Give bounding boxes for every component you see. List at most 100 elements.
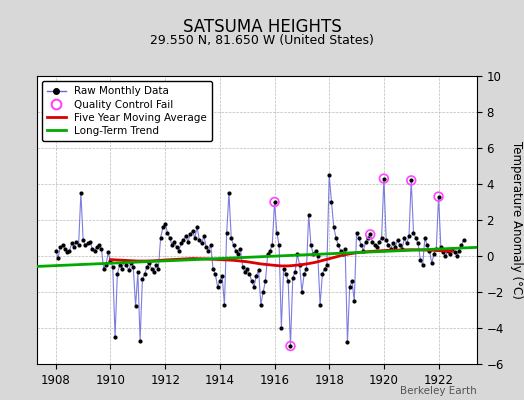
Point (446, 251, 454, 258)
Point (402, 240, 411, 246)
Point (195, 237, 203, 243)
Point (209, 266, 217, 272)
Point (147, 266, 156, 272)
Point (218, 273, 226, 279)
Point (143, 264, 151, 270)
Point (108, 264, 117, 270)
Point (68, 240, 76, 246)
Point (264, 251, 272, 258)
Point (291, 269, 299, 275)
Point (328, 199, 336, 205)
Point (216, 278, 224, 284)
Point (334, 242, 343, 248)
Point (113, 271, 122, 277)
Point (293, 251, 301, 258)
Point (391, 244, 399, 250)
Point (95, 242, 103, 248)
Point (430, 251, 438, 258)
Point (302, 266, 311, 272)
Point (211, 271, 220, 277)
Text: Berkeley Earth: Berkeley Earth (400, 386, 477, 396)
Point (457, 242, 465, 248)
Point (400, 235, 409, 241)
Point (97, 246, 105, 252)
Point (450, 249, 458, 256)
Point (316, 302, 324, 308)
Point (359, 247, 367, 254)
Point (416, 256, 424, 263)
Point (154, 266, 162, 272)
Point (330, 224, 338, 230)
Point (268, 242, 277, 248)
Point (375, 238, 384, 245)
Point (138, 276, 147, 282)
Point (434, 193, 443, 200)
Y-axis label: Temperature Anomaly (°C): Temperature Anomaly (°C) (510, 141, 523, 299)
Point (439, 249, 447, 256)
Point (261, 278, 270, 284)
Point (434, 193, 443, 200)
Point (382, 237, 390, 243)
Point (140, 271, 149, 277)
Point (352, 229, 361, 236)
Point (104, 249, 113, 256)
Point (61, 246, 69, 252)
Point (83, 240, 92, 246)
Point (377, 235, 386, 241)
Point (236, 246, 245, 252)
Point (149, 269, 158, 275)
Point (72, 238, 81, 245)
Point (345, 283, 354, 290)
Point (174, 247, 183, 254)
Point (336, 247, 345, 254)
Point (200, 233, 208, 239)
Point (111, 334, 119, 340)
Point (125, 267, 133, 274)
Point (282, 271, 290, 277)
Point (86, 238, 94, 245)
Point (184, 238, 192, 245)
Point (227, 235, 235, 241)
Point (425, 247, 434, 254)
Point (186, 231, 194, 238)
Point (122, 262, 130, 268)
Point (296, 262, 304, 268)
Point (213, 283, 222, 290)
Point (272, 229, 281, 236)
Point (362, 238, 370, 245)
Point (259, 289, 267, 295)
Point (339, 251, 347, 258)
Point (411, 235, 420, 241)
Point (348, 278, 356, 284)
Point (284, 278, 292, 284)
Point (118, 266, 126, 272)
Point (234, 251, 242, 258)
Point (225, 190, 233, 196)
Point (266, 247, 274, 254)
Point (409, 229, 418, 236)
Point (443, 247, 452, 254)
Point (311, 247, 320, 254)
Point (370, 242, 379, 248)
Point (74, 242, 83, 248)
Point (407, 177, 416, 184)
Point (52, 247, 60, 254)
Point (428, 260, 436, 266)
Point (223, 229, 231, 236)
Point (129, 264, 137, 270)
Point (172, 244, 181, 250)
Point (286, 343, 294, 349)
Text: SATSUMA HEIGHTS: SATSUMA HEIGHTS (183, 18, 341, 36)
Point (93, 244, 101, 250)
Point (460, 237, 468, 243)
Point (63, 249, 71, 256)
Point (245, 271, 254, 277)
Point (455, 247, 463, 254)
Point (350, 298, 358, 304)
Point (448, 246, 456, 252)
Point (170, 238, 179, 245)
Point (247, 278, 256, 284)
Point (115, 262, 124, 268)
Point (405, 233, 413, 239)
Point (77, 190, 85, 196)
